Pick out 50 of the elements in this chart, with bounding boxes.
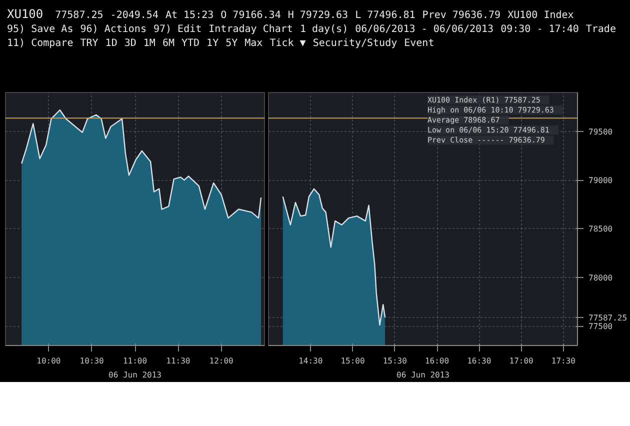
chart-title: XU100 xyxy=(7,7,44,21)
x-tick-label: 14:30 xyxy=(298,356,323,366)
text: 09:30 - 17:40 xyxy=(500,23,579,37)
text: 5Y xyxy=(226,37,238,51)
x-tick-label: 10:30 xyxy=(80,356,104,366)
x-tick-label: 17:00 xyxy=(509,356,534,366)
x-axis-title: 06 Jun 2013 xyxy=(108,370,162,380)
text: Max xyxy=(244,37,263,51)
text: 1 day(s) xyxy=(300,23,348,37)
y-tick-label: 79500 xyxy=(588,127,613,136)
text: Tick ▼ xyxy=(270,37,306,51)
text: -2049.54 xyxy=(110,9,158,23)
text: 6M xyxy=(162,37,174,51)
text: 95) Save As xyxy=(7,23,74,37)
x-tick-label: 12:00 xyxy=(209,356,234,366)
y-tick-label: 78500 xyxy=(588,224,613,234)
text: TRY xyxy=(80,37,98,51)
text: 3D xyxy=(124,37,136,51)
text: Prev 79636.79 xyxy=(422,9,501,23)
x-tick-label: 16:00 xyxy=(424,356,450,366)
x-tick-label: 15:30 xyxy=(382,356,408,366)
text: Intraday Chart xyxy=(208,23,293,37)
x-tick-label: 11:30 xyxy=(166,356,190,366)
text: Event xyxy=(404,37,434,51)
text: Security/Study xyxy=(312,37,398,51)
text: 77587.25 xyxy=(55,9,104,23)
text: 1M xyxy=(143,37,156,51)
text: 11) Compare xyxy=(7,37,74,51)
text: YTD xyxy=(181,37,200,51)
text: H 79729.63 xyxy=(288,9,348,23)
x-axis-title: 06 Jun 2013 xyxy=(396,370,450,380)
text: 97) Edit xyxy=(153,23,202,37)
x-tick-label: 16:30 xyxy=(467,356,492,366)
text: 1Y xyxy=(206,37,219,51)
y-tick-label: 79000 xyxy=(588,176,613,186)
x-tick-label: 15:00 xyxy=(340,356,365,366)
x-tick-label: 10:00 xyxy=(36,356,61,366)
text: XU100 Index xyxy=(508,9,574,23)
x-tick-label: 17:30 xyxy=(551,356,576,366)
text: L 77496.81 xyxy=(355,9,416,23)
text: 06/06/2013 - 06/06/2013 xyxy=(355,23,494,37)
y-tick-label: 78000 xyxy=(588,273,613,282)
text: 1D xyxy=(105,37,118,51)
x-tick-label: 11:00 xyxy=(122,356,148,366)
text: At 15:23 xyxy=(165,9,214,23)
y-tick-label: 77500 xyxy=(588,322,613,332)
text: 96) Actions xyxy=(80,23,146,37)
text: O 79166.34 xyxy=(220,9,281,23)
y-tick-label: 77587.25 xyxy=(588,314,628,323)
text: Trade xyxy=(586,23,616,37)
